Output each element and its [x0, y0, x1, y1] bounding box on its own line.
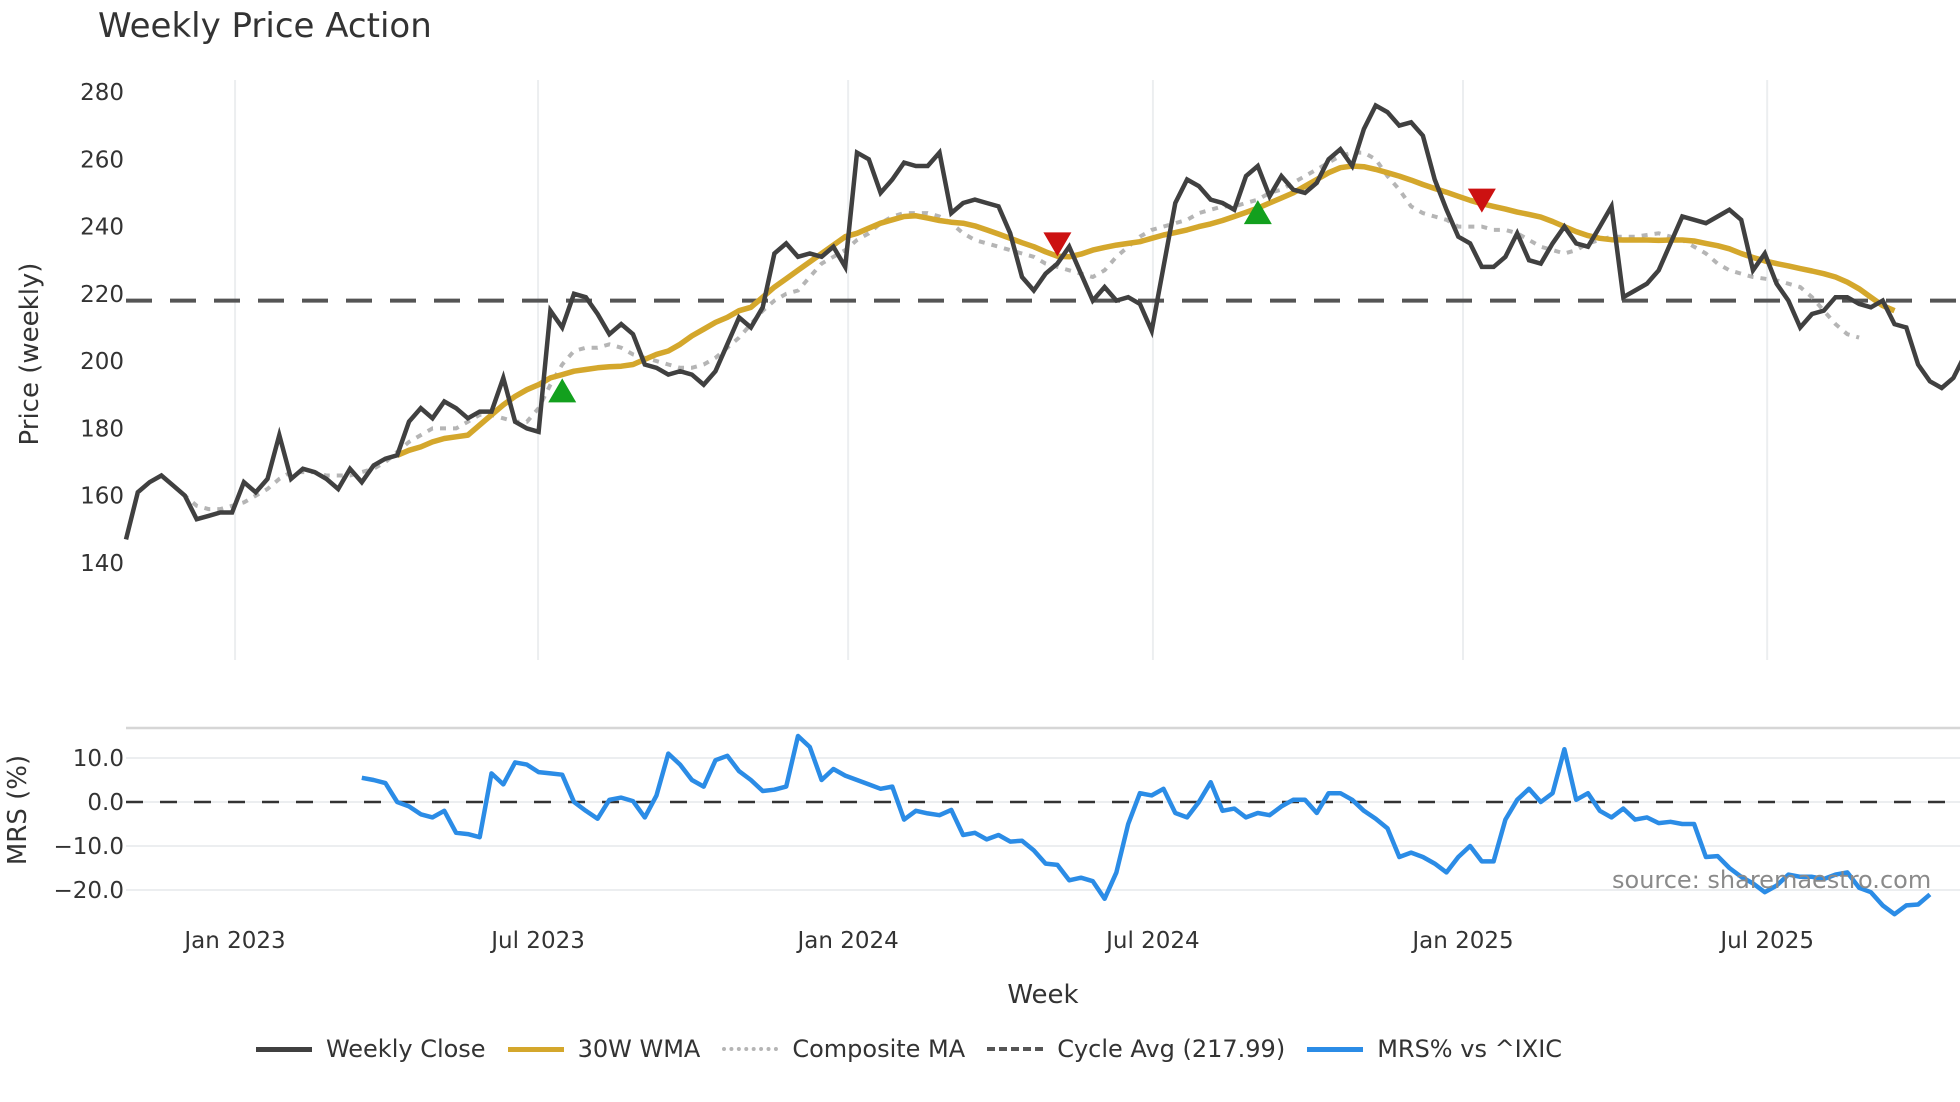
svg-text:Jan 2023: Jan 2023: [182, 928, 285, 954]
source-watermark: source: sharemaestro.com: [1612, 866, 1932, 894]
legend-item-composite-ma[interactable]: Composite MA: [722, 1035, 965, 1063]
svg-text:Jul 2023: Jul 2023: [489, 928, 585, 954]
legend-item-30w-wma[interactable]: 30W WMA: [507, 1035, 701, 1063]
svg-text:−10.0: −10.0: [54, 834, 124, 860]
wma-swatch-icon: [507, 1046, 564, 1052]
svg-text:Jul 2025: Jul 2025: [1718, 928, 1814, 954]
svg-text:240: 240: [80, 215, 124, 241]
signal-markers: [548, 188, 1496, 403]
svg-text:0.0: 0.0: [87, 790, 124, 816]
x-axis: Jan 2023 Jul 2023 Jan 2024 Jul 2024 Jan 2025…: [182, 928, 1814, 954]
svg-text:Jul 2024: Jul 2024: [1104, 928, 1200, 954]
wma-30w-line: [396, 163, 1896, 458]
svg-text:220: 220: [80, 282, 124, 308]
mrs-y-axis-label: MRS (%): [3, 755, 33, 865]
svg-text:260: 260: [80, 147, 124, 173]
sell-signal-triangle-down-icon: [1043, 232, 1072, 257]
mrs-line: [361, 733, 1932, 917]
weekly-close-swatch-icon: [255, 1046, 312, 1052]
buy-signal-triangle-up-icon: [548, 378, 577, 403]
mrs-gridlines: [126, 757, 1960, 891]
price-y-axis: 140 160 180 200 220 240 260 280: [80, 80, 124, 577]
mrs-swatch-icon: [1307, 1046, 1364, 1052]
legend-item-cycle-avg[interactable]: Cycle Avg (217.99): [987, 1035, 1285, 1063]
buy-signal-triangle-up-icon: [1243, 200, 1272, 225]
legend-label: Composite MA: [792, 1035, 966, 1063]
legend-item-weekly-close[interactable]: Weekly Close: [255, 1035, 486, 1063]
legend-label: 30W WMA: [577, 1035, 701, 1063]
svg-text:180: 180: [80, 416, 124, 442]
svg-text:160: 160: [80, 484, 124, 510]
legend-item-mrs[interactable]: MRS% vs ^IXIC: [1307, 1035, 1562, 1063]
legend: Weekly Close 30W WMA Composite MA Cycle …: [0, 1035, 1960, 1063]
cycle-avg-swatch-icon: [987, 1047, 1044, 1051]
price-y-axis-label: Price (weekly): [15, 263, 45, 446]
x-axis-label: Week: [1007, 980, 1078, 1010]
chart-title: Weekly Price Action: [98, 6, 432, 46]
weekly-close-line: [123, 102, 1960, 540]
svg-text:200: 200: [80, 349, 124, 375]
svg-text:−20.0: −20.0: [54, 878, 124, 904]
legend-label: MRS% vs ^IXIC: [1377, 1035, 1563, 1063]
mrs-y-axis: −20.0 −10.0 0.0 10.0: [54, 746, 124, 904]
svg-text:140: 140: [80, 551, 124, 577]
svg-text:10.0: 10.0: [73, 746, 124, 772]
svg-text:Jan 2024: Jan 2024: [795, 928, 898, 954]
sell-signal-triangle-down-icon: [1467, 188, 1496, 213]
composite-ma-line: [171, 150, 1860, 512]
legend-label: Weekly Close: [325, 1035, 486, 1063]
svg-text:280: 280: [80, 80, 124, 106]
svg-text:Jan 2025: Jan 2025: [1410, 928, 1513, 954]
price-gridlines: [234, 80, 1769, 660]
legend-label: Cycle Avg (217.99): [1057, 1035, 1286, 1063]
composite-ma-swatch-icon: [722, 1047, 779, 1051]
